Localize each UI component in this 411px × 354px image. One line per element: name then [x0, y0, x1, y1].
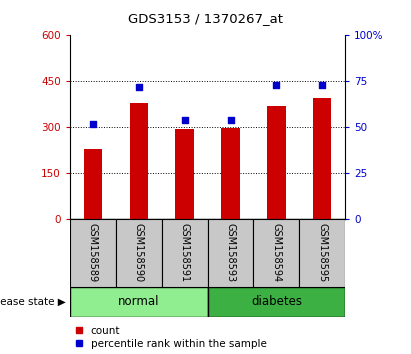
- Text: GSM158591: GSM158591: [180, 223, 189, 282]
- Text: GSM158593: GSM158593: [226, 223, 236, 282]
- Text: diabetes: diabetes: [251, 295, 302, 308]
- Bar: [254, 219, 299, 287]
- Point: [273, 82, 279, 88]
- Bar: [116, 219, 162, 287]
- Text: disease state ▶: disease state ▶: [0, 297, 66, 307]
- Text: GDS3153 / 1370267_at: GDS3153 / 1370267_at: [128, 12, 283, 25]
- Point: [136, 84, 142, 90]
- Bar: [299, 219, 345, 287]
- Text: GSM158590: GSM158590: [134, 223, 144, 282]
- Point: [181, 117, 188, 123]
- Bar: [129, 103, 148, 219]
- Bar: [84, 149, 102, 219]
- Text: GSM158589: GSM158589: [88, 223, 98, 282]
- Bar: [70, 287, 208, 317]
- Point: [90, 121, 96, 127]
- Bar: [175, 129, 194, 219]
- Text: normal: normal: [118, 295, 159, 308]
- Bar: [267, 106, 286, 219]
- Bar: [208, 219, 254, 287]
- Bar: [222, 129, 240, 219]
- Point: [227, 117, 234, 123]
- Text: GSM158594: GSM158594: [271, 223, 282, 282]
- Legend: count, percentile rank within the sample: count, percentile rank within the sample: [75, 326, 267, 349]
- Bar: [208, 287, 345, 317]
- Point: [319, 82, 326, 88]
- Text: GSM158595: GSM158595: [317, 223, 327, 282]
- Bar: [313, 98, 331, 219]
- Bar: [70, 219, 116, 287]
- Bar: [162, 219, 208, 287]
